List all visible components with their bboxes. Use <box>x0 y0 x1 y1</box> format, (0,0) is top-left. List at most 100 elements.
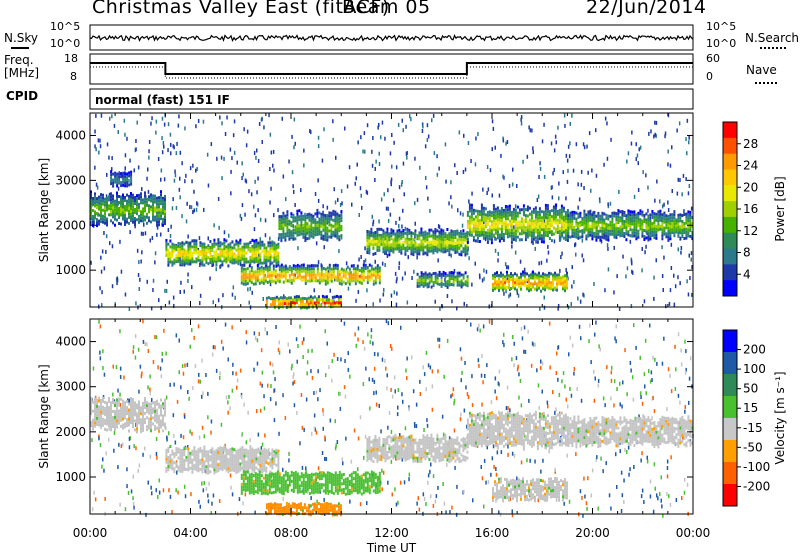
data-cell <box>522 207 525 211</box>
data-cell <box>191 239 194 243</box>
noise-cell <box>390 180 392 185</box>
noise-cell <box>244 492 247 497</box>
noise-cell <box>129 158 131 163</box>
noise-cell <box>100 255 102 260</box>
noise-cell <box>541 361 544 366</box>
data-cell <box>165 241 168 245</box>
data-cell <box>266 268 269 272</box>
data-cell <box>544 206 547 210</box>
data-cell <box>227 243 230 247</box>
data-cell <box>466 249 469 253</box>
noise-cell <box>142 339 145 344</box>
noise-cell <box>129 230 131 235</box>
noise-cell <box>569 121 571 126</box>
noise-cell <box>300 393 303 397</box>
data-cell <box>538 216 541 220</box>
data-cell <box>116 184 119 188</box>
data-cell <box>304 224 307 227</box>
data-cell <box>98 213 100 217</box>
data-cell <box>278 268 281 272</box>
noise-cell <box>649 323 651 328</box>
data-cell <box>564 226 567 229</box>
noise-cell <box>138 389 140 394</box>
data-cell <box>645 224 648 228</box>
data-cell <box>148 195 150 199</box>
data-cell <box>336 221 339 225</box>
noise-cell <box>489 168 492 173</box>
data-cell <box>579 214 582 218</box>
noise-cell <box>445 179 447 184</box>
data-cell <box>424 277 427 281</box>
noise-cell <box>599 199 601 204</box>
noise-cell <box>139 364 142 369</box>
noise-cell <box>390 459 393 464</box>
data-cell <box>663 232 666 236</box>
data-cell <box>406 248 409 252</box>
data-cell <box>156 223 158 227</box>
data-cell <box>288 228 291 232</box>
data-cell <box>211 249 214 252</box>
data-cell <box>154 209 156 213</box>
data-cell <box>514 238 517 242</box>
data-cell <box>679 225 682 229</box>
data-cell <box>266 274 269 278</box>
data-cell <box>518 232 521 236</box>
data-cell <box>552 276 554 280</box>
data-cell <box>645 227 648 231</box>
data-cell <box>619 225 622 229</box>
data-cell <box>683 222 686 225</box>
noise-cell <box>587 170 589 175</box>
data-cell <box>269 259 272 263</box>
noise-cell <box>363 260 365 264</box>
noise-cell <box>631 375 634 380</box>
data-cell <box>516 235 519 239</box>
data-cell <box>589 227 592 231</box>
data-cell <box>502 211 505 215</box>
noise-cell <box>396 291 398 296</box>
data-cell <box>426 235 429 239</box>
noise-cell <box>332 119 334 124</box>
data-cell <box>637 214 640 218</box>
noise-cell <box>148 140 151 144</box>
data-cell <box>603 224 606 228</box>
data-cell <box>446 279 449 283</box>
noise-cell <box>278 431 280 436</box>
data-cell <box>504 223 507 226</box>
data-cell <box>667 214 670 218</box>
data-cell <box>110 213 112 217</box>
data-cell <box>414 244 417 248</box>
data-cell <box>277 260 280 264</box>
data-cell <box>356 270 359 274</box>
data-cell <box>108 204 110 208</box>
noise-cell <box>534 246 536 251</box>
data-cell <box>368 269 371 273</box>
noise-cell <box>431 369 434 374</box>
data-cell <box>217 256 220 260</box>
noise-cell <box>573 367 576 371</box>
data-cell <box>306 270 309 274</box>
data-cell <box>366 230 369 233</box>
noise-cell <box>486 191 488 195</box>
data-cell <box>262 269 265 273</box>
noise-cell <box>670 455 672 460</box>
noise-cell <box>565 267 567 272</box>
data-cell <box>410 240 413 244</box>
data-cell <box>118 178 121 182</box>
data-cell <box>360 266 363 270</box>
data-cell <box>328 263 331 267</box>
noise-cell <box>475 136 477 141</box>
data-cell <box>569 211 572 215</box>
noise-cell <box>648 131 650 136</box>
noise-cell <box>502 174 504 179</box>
data-cell <box>601 214 604 218</box>
noise-cell <box>408 407 410 412</box>
data-cell <box>510 213 513 217</box>
noise-cell <box>297 344 299 348</box>
data-cell <box>587 222 590 226</box>
noise-cell <box>230 485 232 490</box>
noise-cell <box>413 422 416 426</box>
noise-cell <box>571 284 573 289</box>
data-cell <box>330 229 333 233</box>
noise-cell <box>538 175 540 179</box>
data-cell <box>550 215 553 219</box>
